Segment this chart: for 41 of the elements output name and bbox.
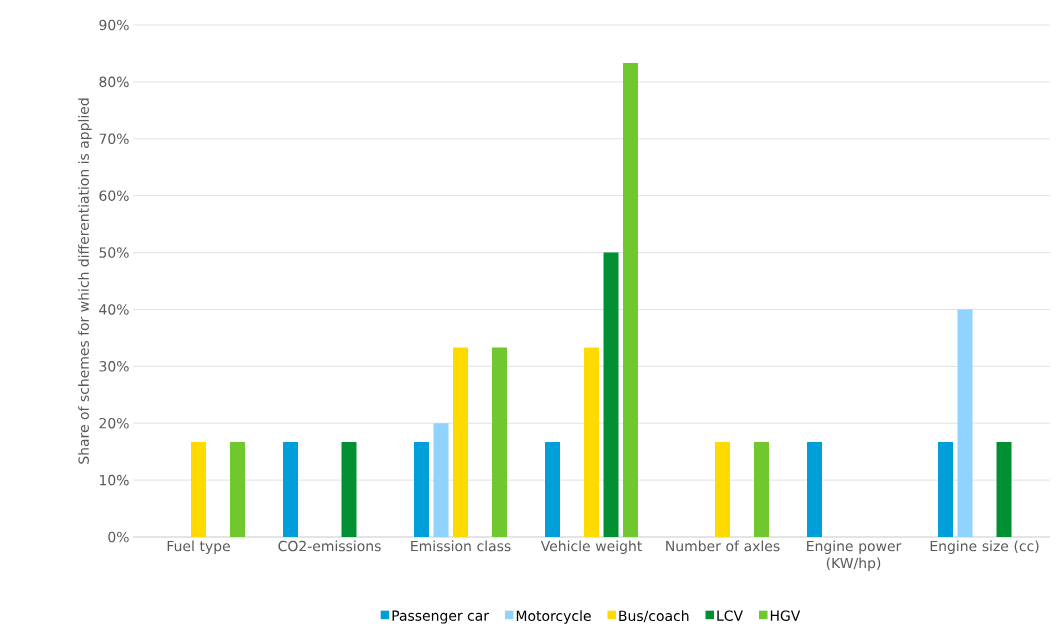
bar: [623, 63, 639, 537]
y-tick-label: 50%: [99, 247, 129, 258]
y-tick-label: 80%: [99, 76, 129, 88]
legend-label: HGV: [770, 610, 801, 621]
y-axis-title: Share of schemes for which differentiation is applied: [78, 98, 92, 464]
bar: [230, 442, 245, 537]
bar: [283, 442, 298, 537]
bar: [414, 442, 429, 537]
bar: [603, 252, 619, 537]
bar: [996, 442, 1012, 537]
x-tick-label: Number of axles: [666, 540, 780, 552]
legend-label: Bus/coach: [619, 610, 689, 623]
bar: [754, 442, 770, 537]
x-tick-label: Engine size (cc): [930, 540, 1039, 555]
bar: [341, 442, 357, 537]
legend-label: Passenger car: [392, 610, 490, 624]
bar: [715, 442, 731, 537]
x-tick-label: Emission class: [411, 540, 511, 552]
y-tick-label: 30%: [99, 361, 129, 372]
bar: [957, 309, 973, 537]
y-tick-label: 20%: [99, 417, 129, 429]
x-tick-label: Engine power (KW/hp): [807, 540, 902, 571]
x-tick-label: Vehicle weight: [540, 540, 642, 555]
y-tick-label: 60%: [99, 190, 129, 201]
y-tick-label: 0%: [108, 531, 129, 543]
y-tick-label: 40%: [99, 304, 129, 315]
bar: [807, 442, 823, 537]
legend-label: LCV: [717, 610, 743, 621]
bar: [453, 347, 468, 537]
y-tick-label: 70%: [99, 133, 129, 145]
bar: [492, 347, 507, 537]
bar: [191, 442, 206, 537]
y-tick-label: 90%: [99, 19, 129, 31]
x-tick-label: CO2-emissions: [278, 540, 381, 552]
bar: [938, 442, 954, 537]
legend-label: Motorcycle: [516, 610, 591, 624]
bar: [545, 442, 561, 537]
x-tick-label: Fuel type: [167, 540, 230, 555]
y-tick-label: 10%: [100, 474, 129, 486]
bar: [433, 423, 449, 537]
bar: [584, 347, 600, 537]
